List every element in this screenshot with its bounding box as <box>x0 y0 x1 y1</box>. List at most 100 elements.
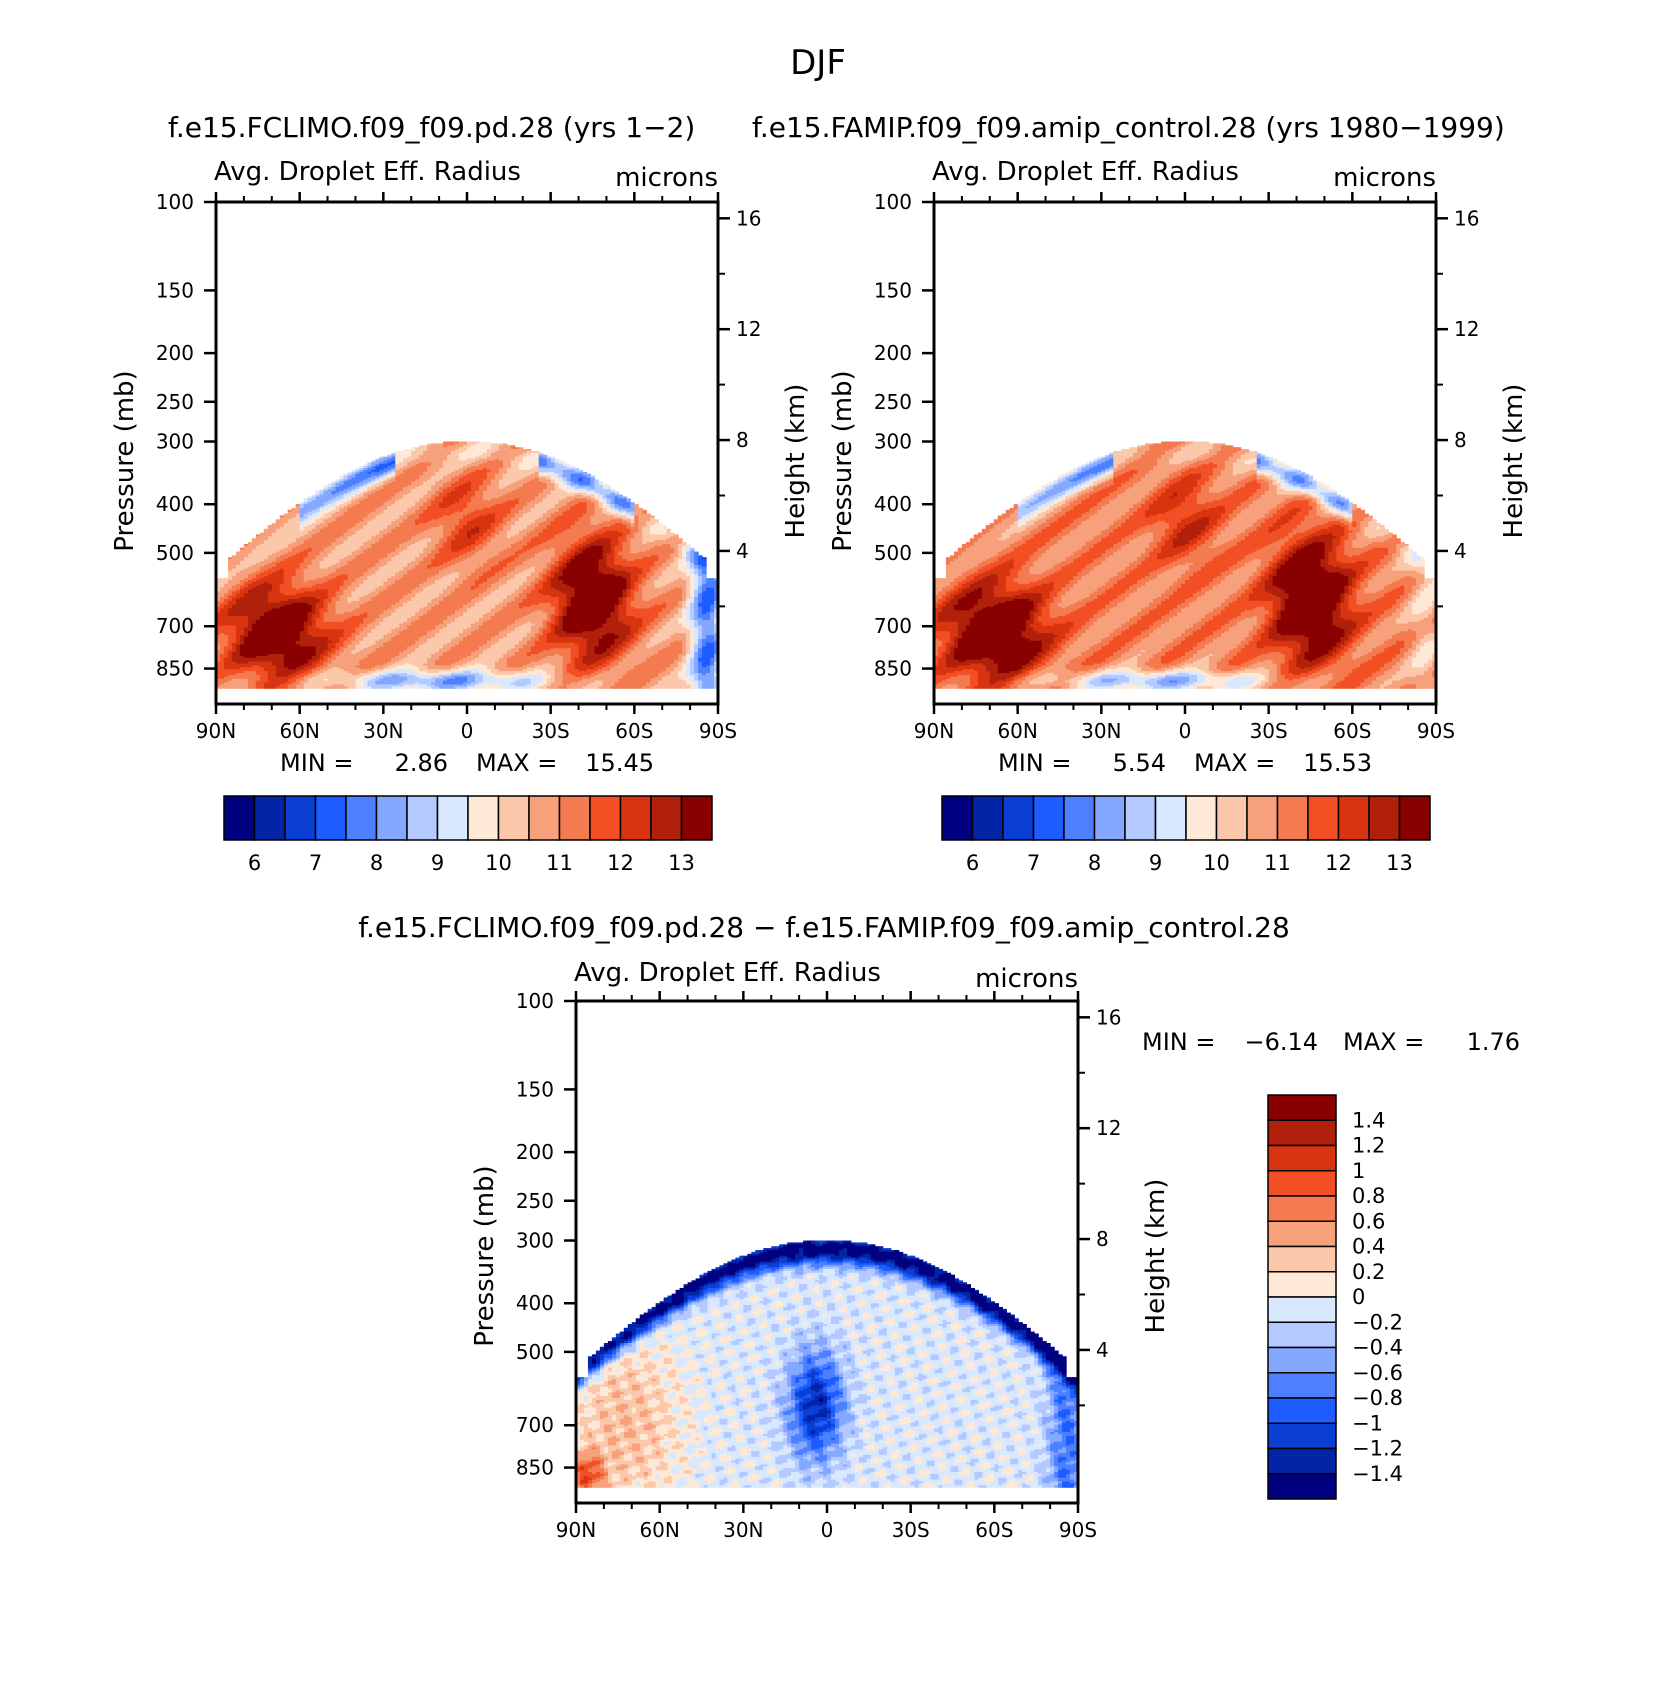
contour-cell <box>502 492 508 496</box>
contour-cell <box>518 506 524 509</box>
contour-cell <box>518 488 524 492</box>
contour-cell <box>510 496 516 500</box>
contour-cell <box>550 479 556 482</box>
contour-cell <box>439 500 444 503</box>
contour-cell <box>614 500 619 503</box>
contour-cell <box>470 449 476 452</box>
contour-cell <box>618 498 623 501</box>
contour-cell <box>391 490 396 494</box>
contour-cell <box>443 506 448 509</box>
contour-cell <box>582 500 588 503</box>
contour-cell <box>526 451 532 454</box>
contour-cell <box>403 500 408 503</box>
contour-cell <box>534 475 540 479</box>
contour-cell <box>542 506 548 509</box>
contour-cell <box>590 483 596 486</box>
contour-cell <box>574 487 580 490</box>
contour-cell <box>550 458 556 462</box>
contour-cell <box>439 452 444 456</box>
contour-cell <box>582 488 588 492</box>
contour-cell <box>586 494 592 498</box>
contour-cell <box>546 475 552 479</box>
contour-cell <box>391 458 396 462</box>
contour-cell <box>538 506 544 509</box>
contour-cell <box>435 469 440 473</box>
contour-cell <box>610 498 616 501</box>
contour-cell <box>467 441 472 445</box>
contour-cell <box>359 504 365 507</box>
contour-cell <box>522 504 528 507</box>
contour-cell <box>443 502 448 505</box>
contour-cell <box>630 502 635 505</box>
contour-cell <box>379 464 384 467</box>
contour-cell <box>315 492 321 496</box>
contour-cell <box>467 483 472 486</box>
contour-cell <box>474 469 480 473</box>
contour-cell <box>447 490 452 494</box>
contour-cell <box>443 494 448 498</box>
contour-cell <box>562 466 568 469</box>
contour-cell <box>327 490 333 494</box>
contour-cell <box>570 479 576 482</box>
contour-cell <box>447 456 452 460</box>
contour-cell <box>391 487 396 490</box>
contour-cell <box>502 451 508 454</box>
contour-cell <box>618 502 623 505</box>
contour-cell <box>478 454 484 458</box>
contour-cell <box>598 502 604 505</box>
contour-cell <box>482 445 488 448</box>
contour-cell <box>443 471 448 475</box>
contour-cell <box>427 443 432 446</box>
contour-cell <box>538 464 544 467</box>
contour-cell <box>459 490 464 494</box>
contour-cell <box>343 506 349 509</box>
contour-cell <box>494 496 500 500</box>
contour-cell <box>526 483 532 486</box>
contour-cell <box>439 483 444 486</box>
contour-cell <box>470 473 476 477</box>
contour-cell <box>379 500 384 503</box>
contour-cell <box>570 490 576 494</box>
contour-cell <box>502 483 508 486</box>
contour-cell <box>482 464 488 467</box>
contour-cell <box>467 451 472 454</box>
contour-cell <box>431 449 436 452</box>
contour-cell <box>451 464 456 467</box>
contour-cell <box>570 471 576 475</box>
contour-cell <box>371 471 376 475</box>
contour-cell <box>590 506 596 509</box>
contour-cell <box>566 475 572 479</box>
contour-cell <box>423 479 428 482</box>
contour-cell <box>610 500 616 503</box>
contour-cell <box>510 464 516 467</box>
contour-cell <box>494 498 500 501</box>
contour-cell <box>538 490 544 494</box>
contour-cell <box>526 471 532 475</box>
contour-cell <box>399 473 404 477</box>
contour-cell <box>331 498 337 501</box>
contour-cell <box>431 445 436 448</box>
contour-cell <box>498 458 504 462</box>
contour-cell <box>439 451 444 454</box>
contour-cell <box>570 473 576 477</box>
contour-cell <box>522 471 528 475</box>
contour-cell <box>387 502 392 505</box>
contour-cell <box>558 481 564 484</box>
contour-cell <box>407 473 412 477</box>
contour-cell <box>335 502 341 505</box>
contour-cell <box>399 454 404 458</box>
contour-cell <box>542 468 548 471</box>
contour-cell <box>542 456 548 460</box>
contour-cell <box>518 452 524 456</box>
contour-cell <box>327 487 333 490</box>
contour-cell <box>514 487 520 490</box>
contour-cell <box>463 496 468 500</box>
contour-cell <box>375 500 380 503</box>
contour-cell <box>359 483 365 486</box>
contour-cell <box>383 502 388 505</box>
contour-cell <box>486 475 492 479</box>
contour-cell <box>550 473 556 477</box>
contour-cell <box>566 469 572 473</box>
contour-cell <box>534 488 540 492</box>
contour-cell <box>463 483 468 486</box>
